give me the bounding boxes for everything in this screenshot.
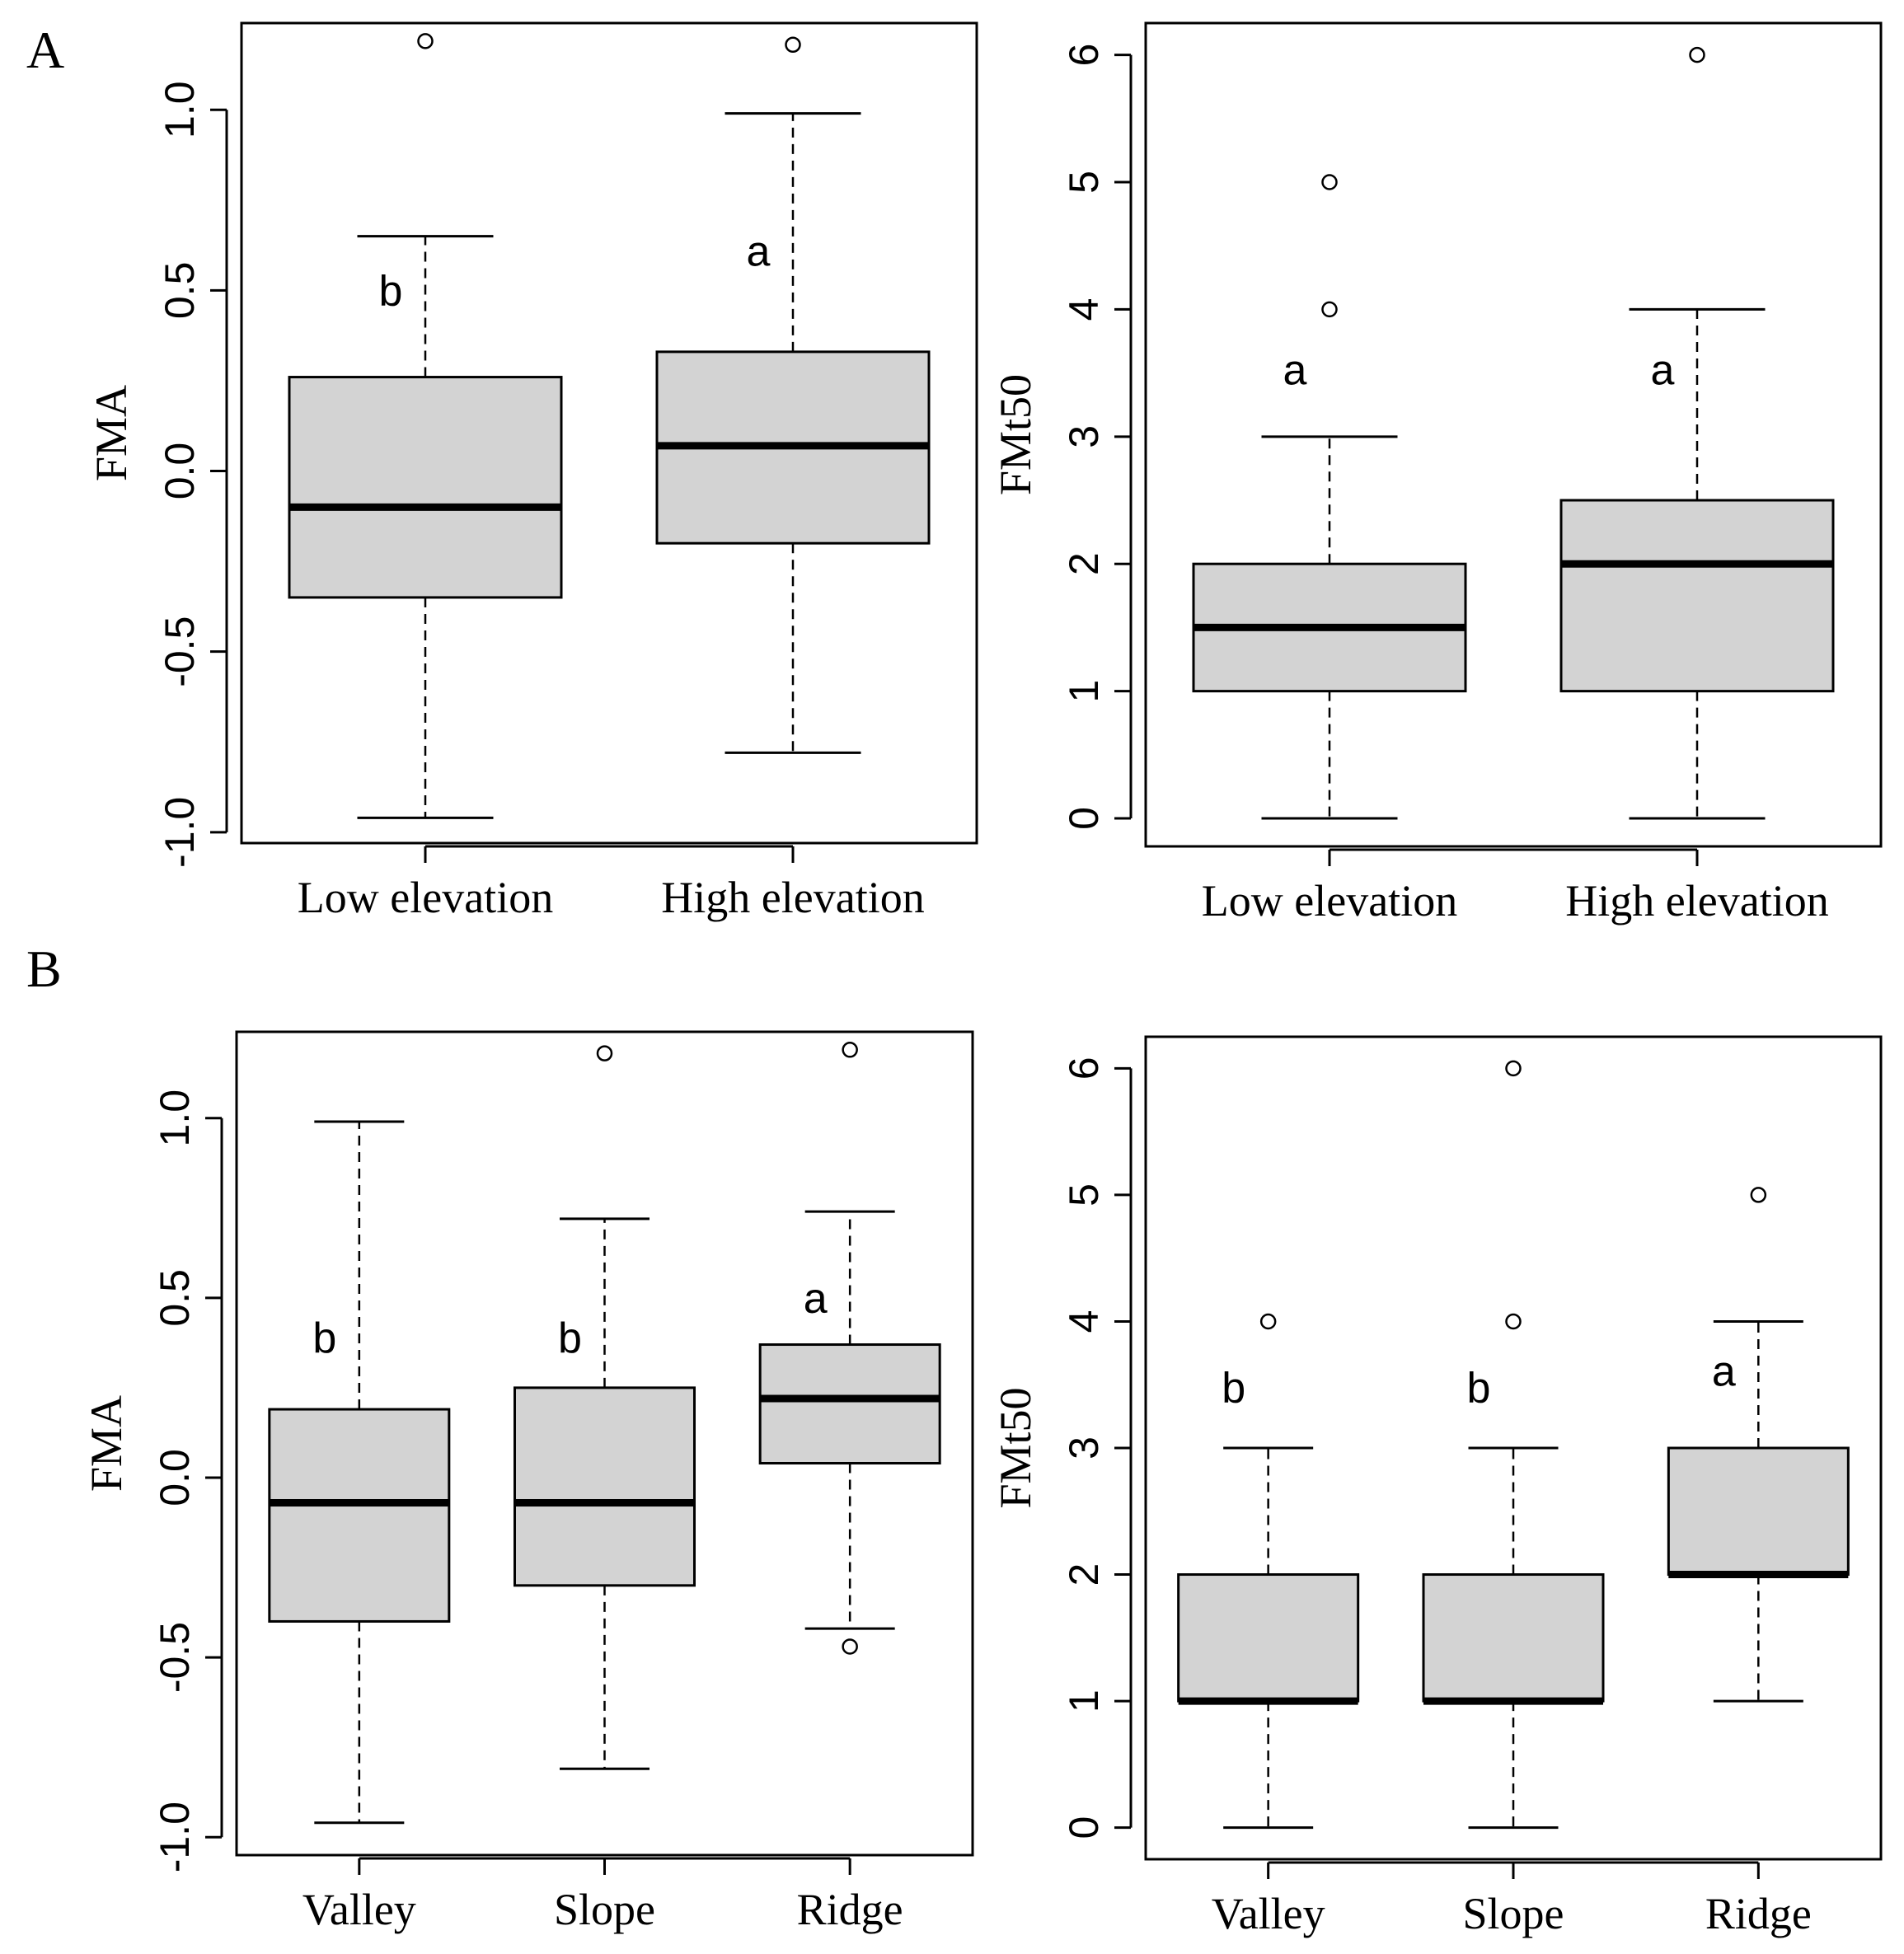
box-iqr (1667, 1446, 1850, 1577)
boxplot-fma-topography: -1.0 -0.5 0.0 0.5 1.0 FMA Valley Slope Ridge b b a (82, 1030, 974, 1934)
x-tick-label: Slope (554, 1885, 655, 1934)
y-tick-label: 5 (1061, 1183, 1107, 1207)
box-iqr (514, 1386, 696, 1587)
y-tick-label: 0.0 (152, 1449, 198, 1507)
x-tick-label: Ridge (1705, 1889, 1812, 1938)
panel-label-b: B (26, 940, 62, 998)
x-tick-label: Valley (1212, 1889, 1325, 1938)
significance-letter: b (1222, 1365, 1245, 1413)
y-tick-label: -1.0 (152, 1802, 198, 1872)
y-tick-label: 3 (1061, 1436, 1107, 1460)
outlier-point (417, 33, 434, 49)
x-tick-label: Ridge (797, 1885, 903, 1934)
panel-label-a: A (26, 21, 64, 79)
y-axis-label: FMA (87, 385, 136, 481)
x-tick-label: Low elevation (1202, 876, 1457, 925)
significance-letter: a (1283, 346, 1307, 394)
outlier-point (1321, 174, 1338, 190)
y-tick-label: 3 (1061, 425, 1107, 448)
y-tick-label: 0 (1061, 1816, 1107, 1839)
y-tick-label: 6 (1061, 44, 1107, 67)
box-iqr (268, 1408, 451, 1623)
significance-letter: a (804, 1275, 828, 1323)
outlier-point (1750, 1187, 1767, 1203)
y-tick-label: -1.0 (157, 797, 203, 868)
significance-letter: a (1651, 346, 1675, 394)
y-tick-label: 2 (1061, 552, 1107, 575)
y-tick-label: 0 (1061, 807, 1107, 830)
y-tick-label: 6 (1061, 1057, 1107, 1080)
plot-frame (1144, 1035, 1883, 1861)
significance-letter: b (312, 1314, 336, 1362)
significance-letter: b (1467, 1365, 1491, 1413)
y-tick-label: 0.5 (157, 262, 203, 320)
y-tick-label: 1.0 (157, 81, 203, 138)
y-axis-label: FMt50 (991, 1387, 1040, 1508)
boxplot-fmt50-elevation: 0 1 2 3 4 5 6 FMt50 Low elevation High elevation a… (991, 21, 1883, 925)
box-iqr (758, 1343, 941, 1464)
y-tick-label: 0.5 (152, 1269, 198, 1327)
box-iqr (1177, 1573, 1360, 1703)
x-tick-label: Low elevation (298, 873, 553, 922)
x-tick-label: Slope (1462, 1889, 1564, 1938)
x-tick-label: Valley (302, 1885, 416, 1934)
y-tick-label: 1 (1061, 680, 1107, 703)
y-tick-label: 1.0 (152, 1089, 198, 1147)
significance-letter: b (558, 1314, 582, 1362)
y-tick-label: 1 (1061, 1689, 1107, 1713)
y-tick-label: 4 (1061, 298, 1107, 321)
significance-letter: b (379, 267, 403, 315)
x-tick-label: High elevation (661, 873, 924, 922)
y-tick-label: 0.0 (157, 443, 203, 500)
x-tick-label: High elevation (1565, 876, 1828, 925)
outlier-point (1505, 1313, 1522, 1330)
y-tick-label: -0.5 (152, 1622, 198, 1693)
y-tick-label: 5 (1061, 171, 1107, 194)
y-tick-label: 2 (1061, 1563, 1107, 1586)
box-iqr (288, 376, 563, 599)
box-iqr (1422, 1573, 1605, 1703)
plot-frame (235, 1030, 974, 1857)
y-tick-label: 4 (1061, 1310, 1107, 1333)
y-axis-label: FMt50 (991, 374, 1040, 495)
boxplot-fmt50-topography: 0 1 2 3 4 5 6 FMt50 Valley Slope Ridge b b a (991, 1035, 1883, 1938)
outlier-point (1259, 1313, 1277, 1330)
y-tick-label: -0.5 (157, 616, 203, 687)
box-iqr (1559, 499, 1835, 693)
y-axis-label: FMA (82, 1395, 131, 1492)
outlier-point (596, 1045, 613, 1061)
outlier-point (785, 36, 801, 54)
outlier-point (842, 1638, 858, 1655)
plot-frame (1144, 21, 1883, 848)
outlier-point (1505, 1060, 1522, 1077)
significance-letter: a (747, 227, 771, 275)
outlier-point (842, 1042, 858, 1058)
significance-letter: a (1712, 1348, 1736, 1396)
outlier-point (1689, 46, 1705, 63)
plot-frame (240, 21, 978, 845)
outlier-point (1321, 301, 1338, 318)
boxplot-fma-elevation: -1.0 -0.5 0.0 0.5 1.0 FMA Low elevation High el… (87, 21, 978, 922)
